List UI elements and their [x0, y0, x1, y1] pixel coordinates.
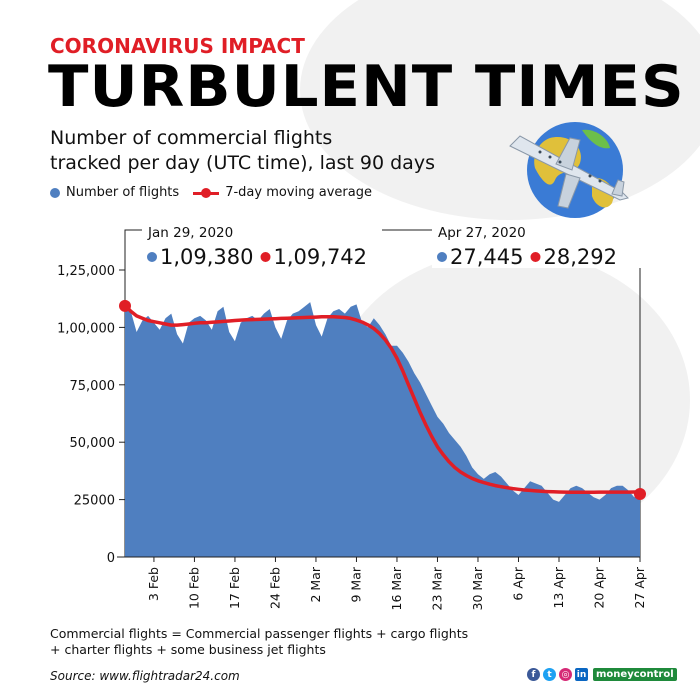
x-tick-label: 6 Apr — [510, 566, 525, 600]
source-credit: Source: www.flightradar24.com — [50, 669, 240, 683]
annotation-start-date: Jan 29, 2020 — [147, 225, 233, 241]
annotation-start-flights-marker — [147, 252, 157, 262]
chart-legend: Number of flights 7-day moving average — [50, 185, 372, 200]
annotation-end-average-value: 28,292 — [543, 245, 616, 269]
flights-legend-label: Number of flights — [66, 185, 180, 200]
start-point-marker — [119, 299, 131, 312]
x-tick-label: 13 Apr — [551, 566, 566, 608]
brand-logo: moneycontrol — [593, 668, 677, 681]
annotation-start-flights-value: 1,09,380 — [160, 245, 254, 269]
facebook-icon[interactable]: f — [527, 668, 540, 681]
y-tick-label: 50,000 — [70, 436, 116, 451]
average-legend-marker — [193, 187, 220, 198]
plane-globe-illustration — [509, 122, 629, 218]
x-tick-label: 24 Feb — [267, 567, 282, 609]
x-tick-label: 2 Mar — [308, 566, 323, 602]
annotation-start-average-value: 1,09,742 — [274, 245, 368, 269]
y-tick-label: 75,000 — [70, 379, 116, 394]
annotation-end-average-marker — [530, 252, 541, 262]
background-blob — [300, 0, 700, 220]
average-legend-label: 7-day moving average — [225, 185, 372, 200]
moving-average-line — [123, 303, 640, 495]
x-tick-label: 9 Mar — [348, 566, 363, 602]
y-tick-label: 0 — [107, 551, 115, 566]
linkedin-icon[interactable]: in — [575, 668, 588, 681]
page-title: TURBULENT TIMES — [48, 54, 685, 120]
chart-subtitle: Number of commercial flights tracked per… — [50, 126, 435, 176]
footnote: Commercial flights = Commercial passenge… — [50, 626, 468, 658]
end-point-marker — [634, 487, 646, 500]
x-tick-label: 17 Feb — [227, 567, 242, 609]
x-tick-label: 27 Apr — [632, 566, 647, 608]
flights-chart: 0 25000 50,000 75,000 1,00,000 1,25,000 3 Feb… — [57, 225, 647, 611]
x-tick-label: 30 Mar — [470, 566, 485, 610]
y-tick-label: 1,00,000 — [57, 321, 115, 336]
y-tick-label: 1,25,000 — [57, 264, 115, 279]
x-tick-label: 23 Mar — [429, 566, 444, 610]
x-tick-label: 16 Mar — [389, 566, 404, 610]
instagram-icon[interactable]: ◎ — [559, 668, 572, 681]
flights-area-series — [125, 302, 640, 557]
plane-icon — [509, 135, 629, 209]
subtitle-line: Number of commercial flights — [50, 127, 333, 149]
kicker: CORONAVIRUS IMPACT — [50, 34, 305, 58]
x-tick-label: 10 Feb — [186, 567, 201, 609]
annotation-end-date: Apr 27, 2020 — [438, 225, 526, 241]
twitter-icon[interactable]: t — [543, 668, 556, 681]
footnote-line: + charter flights + some business jet fl… — [50, 642, 326, 657]
annotation-end-flights-value: 27,445 — [450, 245, 523, 269]
flights-legend-marker — [50, 187, 60, 198]
footnote-line: Commercial flights = Commercial passenge… — [50, 626, 469, 641]
x-tick-label: 20 Apr — [591, 566, 606, 608]
social-links: f t ◎ in moneycontrol — [527, 668, 677, 681]
annotation-end-flights-marker — [437, 252, 447, 262]
subtitle-line: tracked per day (UTC time), last 90 days — [50, 152, 435, 174]
annotation-start-average-marker — [260, 252, 271, 262]
x-tick-label: 3 Feb — [146, 567, 161, 601]
y-tick-label: 25000 — [74, 494, 115, 509]
